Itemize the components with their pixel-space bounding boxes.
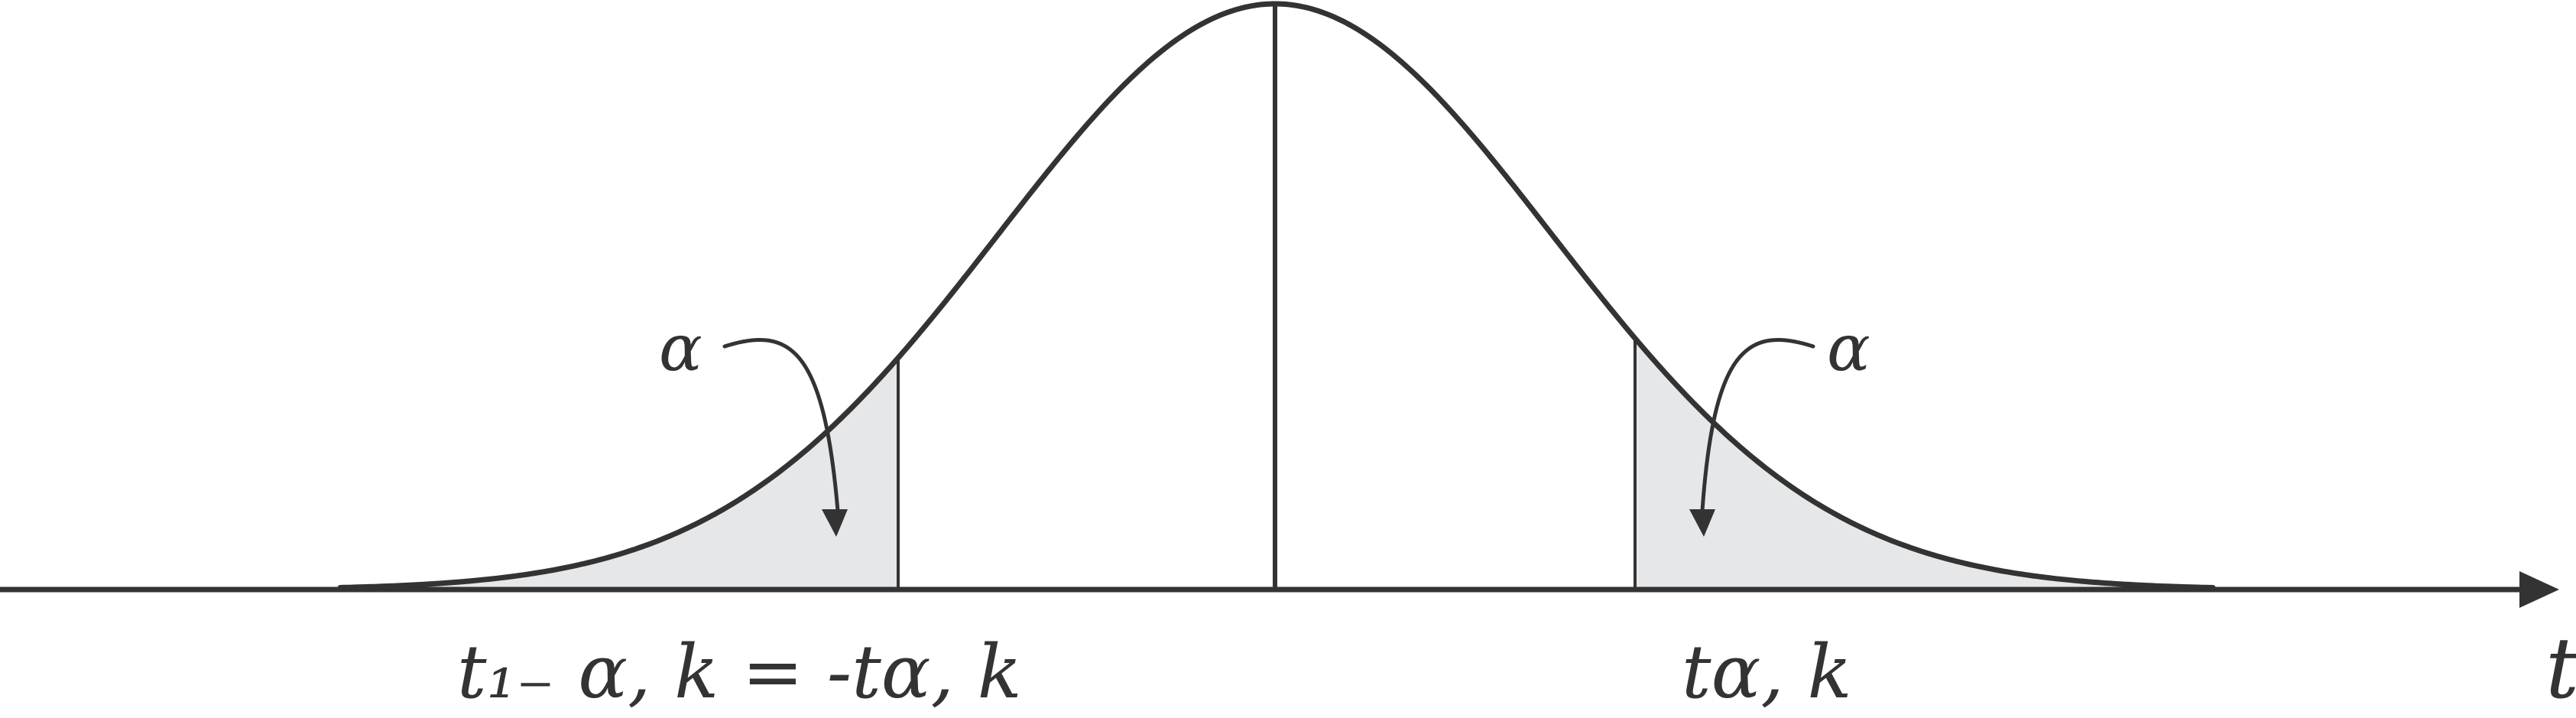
right-alpha-pointer	[1700, 338, 1815, 513]
right-tail-shaded-region	[1635, 338, 2213, 590]
left-alpha-pointer	[722, 338, 840, 513]
axis-arrowhead-icon	[2519, 571, 2559, 608]
right-alpha-label: α	[1827, 310, 1870, 385]
right-critical-value-label: tα, k	[1682, 629, 1852, 715]
right-alpha-arrowhead-icon	[1689, 509, 1715, 537]
left-alpha-label: α	[659, 310, 702, 385]
t-density-curve	[337, 1, 2216, 593]
left-critical-value-label: t₁₋ α, k = -tα, k	[457, 629, 1022, 715]
left-alpha-arrowhead-icon	[822, 509, 848, 537]
left-tail-shaded-region	[340, 358, 898, 590]
t-axis-label: t	[2545, 619, 2576, 717]
